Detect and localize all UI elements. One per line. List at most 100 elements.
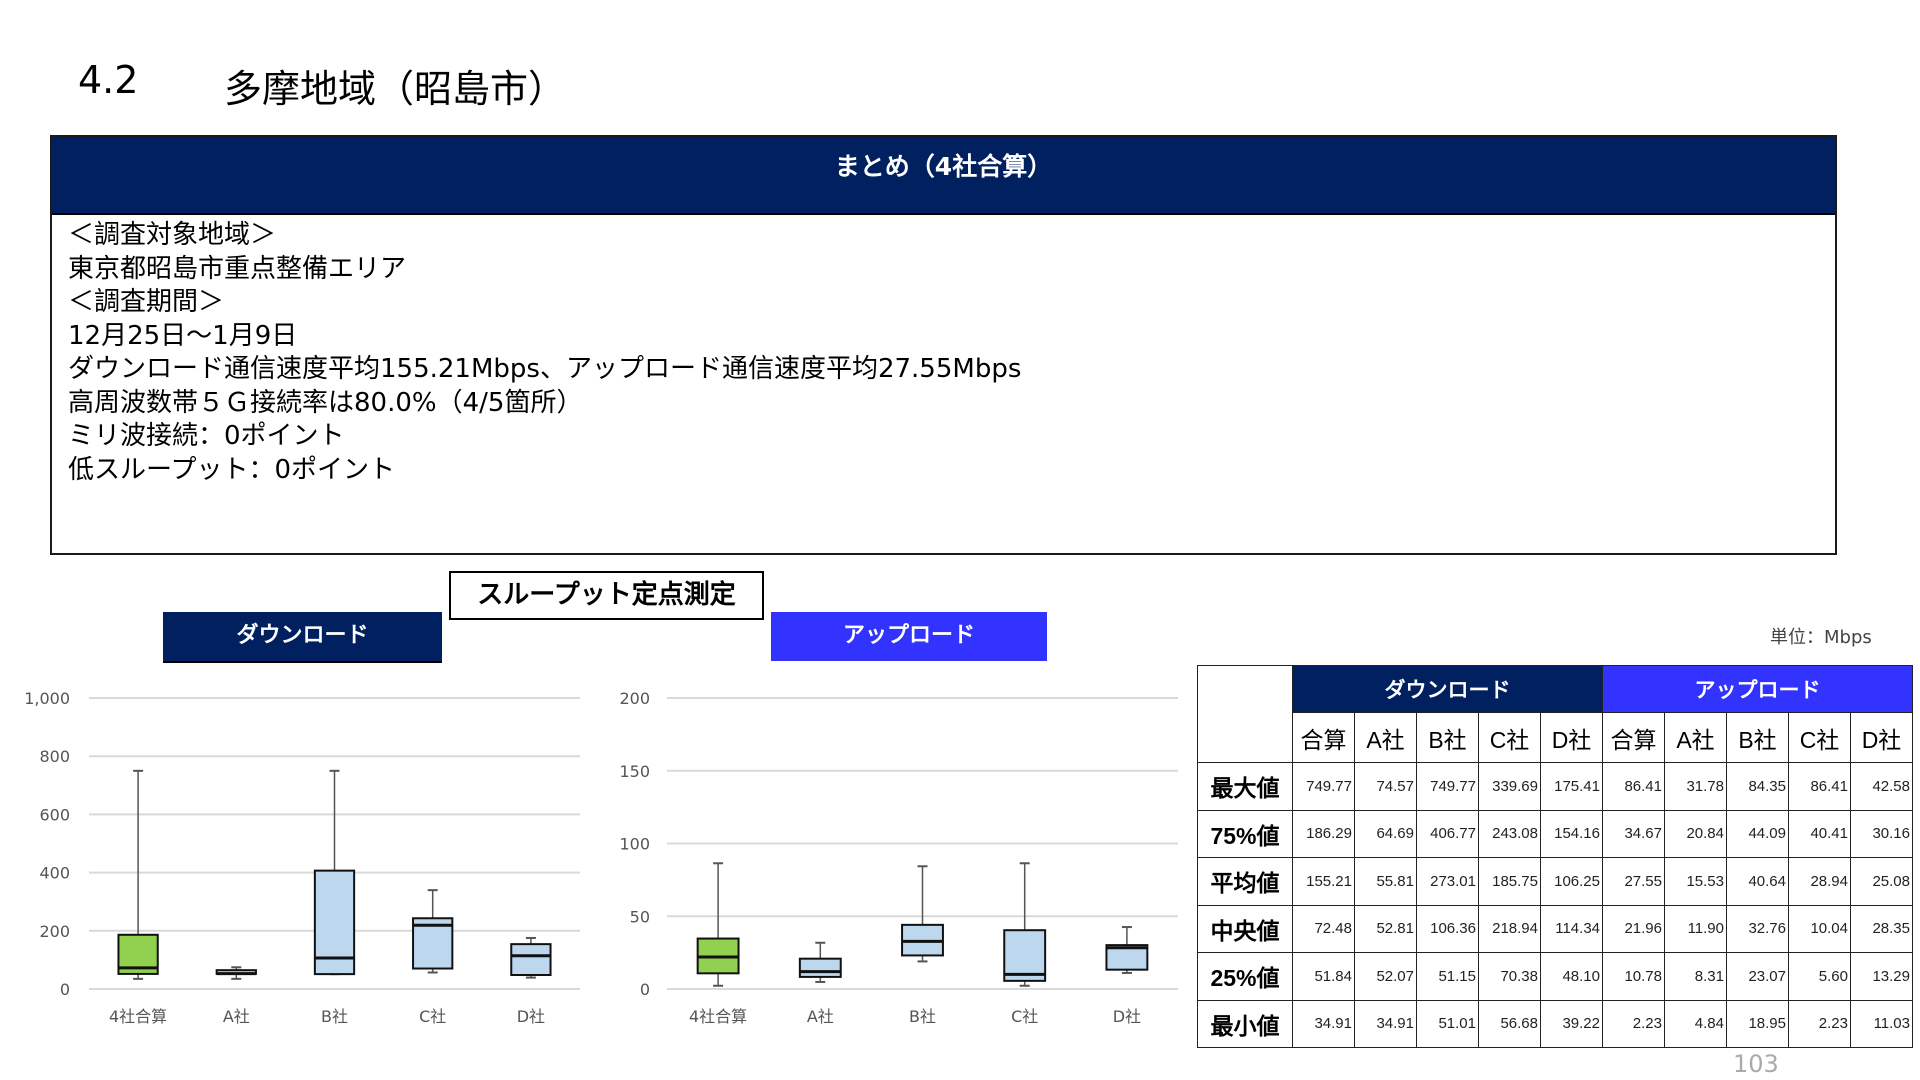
table-cell: 31.78 — [1664, 762, 1727, 811]
table-row-header: 最大値 — [1197, 762, 1293, 811]
summary-line: ＜調査対象地域＞ — [68, 220, 277, 250]
table-cell: 2.23 — [1602, 999, 1665, 1048]
table-column-header: D社 — [1850, 712, 1913, 763]
table-column-header: A社 — [1354, 712, 1417, 763]
table-cell: 4.84 — [1664, 999, 1727, 1048]
table-row: 25%値 51.84 52.07 51.15 70.38 48.10 10.78 8.31 23… — [1197, 952, 1913, 1001]
category-label: B社 — [909, 1007, 936, 1026]
table-row: 最小値 34.91 34.91 51.01 56.68 39.22 2.23 4.84 18.9… — [1197, 999, 1913, 1048]
table-cell: 406.77 — [1416, 809, 1479, 858]
table-cell: 15.53 — [1664, 857, 1727, 906]
download-chart-label: ダウンロード — [163, 612, 442, 663]
table-cell: 13.29 — [1850, 952, 1913, 1001]
y-tick-label: 0 — [60, 980, 70, 999]
table-column-header: B社 — [1726, 712, 1789, 763]
category-label: 4社合算 — [689, 1007, 747, 1026]
stats-table: ダウンロード アップロード 合算 A社 B社 C社 D社 合算 A社 B社 C社 D社 最大値 749.7… — [1197, 665, 1913, 1048]
table-cell: 51.01 — [1416, 999, 1479, 1048]
table-cell: 48.10 — [1540, 952, 1603, 1001]
table-column-header: 合算 — [1602, 712, 1665, 763]
y-tick-label: 0 — [640, 980, 650, 999]
table-cell: 11.03 — [1850, 999, 1913, 1048]
table-group-header: アップロード — [1602, 665, 1913, 713]
table-column-header: C社 — [1478, 712, 1541, 763]
table-row-header: 中央値 — [1197, 904, 1293, 953]
category-label: A社 — [807, 1007, 834, 1026]
upload-boxplot: 0 50 100 150 200 4社合算 A社 B社 C社 D社 — [619, 689, 1178, 1026]
y-tick-label: 400 — [39, 864, 70, 883]
table-cell: 5.60 — [1788, 952, 1851, 1001]
category-label: B社 — [321, 1007, 348, 1026]
table-cell: 51.15 — [1416, 952, 1479, 1001]
box — [798, 957, 842, 978]
table-cell: 30.16 — [1850, 809, 1913, 858]
table-cell: 74.57 — [1354, 762, 1417, 811]
table-cell: 86.41 — [1788, 762, 1851, 811]
table-row-header: 平均値 — [1197, 857, 1293, 906]
table-row: 最大値 749.77 74.57 749.77 339.69 175.41 86.41 31.… — [1197, 762, 1913, 811]
table-cell: 52.81 — [1354, 904, 1417, 953]
box — [1003, 929, 1047, 982]
table-cell: 28.94 — [1788, 857, 1851, 906]
table-cell: 84.35 — [1726, 762, 1789, 811]
y-tick-label: 600 — [39, 805, 70, 824]
table-cell: 55.81 — [1354, 857, 1417, 906]
summary-line: 低スループット：0ポイント — [68, 454, 395, 485]
table-cell: 106.36 — [1416, 904, 1479, 953]
y-tick-label: 50 — [630, 907, 650, 926]
table-cell: 44.09 — [1726, 809, 1789, 858]
table-cell: 25.08 — [1850, 857, 1913, 906]
table-row: 75%値 186.29 64.69 406.77 243.08 154.16 34.67 20… — [1197, 809, 1913, 858]
table-column-header: A社 — [1664, 712, 1727, 763]
summary-line: 高周波数帯５Ｇ接続率は80.0%（4/5箇所） — [68, 387, 583, 418]
table-group-header: ダウンロード — [1292, 665, 1603, 713]
table-row-header: 75%値 — [1197, 809, 1293, 858]
category-label: C社 — [1011, 1007, 1038, 1026]
table-cell: 10.78 — [1602, 952, 1665, 1001]
category-label: D社 — [517, 1007, 545, 1026]
table-cell: 114.34 — [1540, 904, 1603, 953]
table-cell: 27.55 — [1602, 857, 1665, 906]
table-cell: 72.48 — [1292, 904, 1355, 953]
y-tick-label: 200 — [619, 689, 650, 708]
table-column-header: D社 — [1540, 712, 1603, 763]
table-column-header: C社 — [1788, 712, 1851, 763]
table-cell: 749.77 — [1416, 762, 1479, 811]
page-title: 多摩地域（昭島市） — [224, 67, 567, 111]
table-column-header: 合算 — [1292, 712, 1355, 763]
table-cell: 218.94 — [1478, 904, 1541, 953]
table-cell: 749.77 — [1292, 762, 1355, 811]
table-cell: 40.41 — [1788, 809, 1851, 858]
y-tick-label: 1,000 — [24, 689, 70, 708]
table-cell: 32.76 — [1726, 904, 1789, 953]
table-row: 平均値 155.21 55.81 273.01 185.75 106.25 27.55 15.… — [1197, 857, 1913, 906]
summary-body: ＜調査対象地域＞ 東京都昭島市重点整備エリア ＜調査期間＞ 12月25日～1月9… — [68, 219, 1021, 487]
download-boxplot: 0 200 400 600 800 1,000 4社合算 A社 B社 C社 D社 — [24, 689, 580, 1026]
table-cell: 273.01 — [1416, 857, 1479, 906]
table-cell: 52.07 — [1354, 952, 1417, 1001]
table-row-header: 25%値 — [1197, 952, 1293, 1001]
table-cell: 42.58 — [1850, 762, 1913, 811]
summary-line: ミリ波接続：0ポイント — [68, 421, 345, 451]
table-cell: 28.35 — [1850, 904, 1913, 953]
table-cell: 40.64 — [1726, 857, 1789, 906]
unit-label: 単位：Mbps — [1770, 627, 1872, 648]
table-column-header: B社 — [1416, 712, 1479, 763]
table-cell: 34.91 — [1354, 999, 1417, 1048]
table-cell: 20.84 — [1664, 809, 1727, 858]
table-cell: 154.16 — [1540, 809, 1603, 858]
table-cell: 39.22 — [1540, 999, 1603, 1048]
table-corner — [1197, 665, 1293, 763]
y-tick-label: 100 — [619, 835, 650, 854]
table-cell: 34.67 — [1602, 809, 1665, 858]
summary-line: ダウンロード通信速度平均155.21Mbps、アップロード通信速度平均27.55… — [68, 354, 1022, 384]
table-cell: 106.25 — [1540, 857, 1603, 906]
category-label: 4社合算 — [109, 1007, 167, 1026]
table-row-header: 最小値 — [1197, 999, 1293, 1048]
section-label: スループット定点測定 — [449, 571, 764, 620]
table-cell: 339.69 — [1478, 762, 1541, 811]
table-cell: 70.38 — [1478, 952, 1541, 1001]
table-cell: 64.69 — [1354, 809, 1417, 858]
y-tick-label: 150 — [619, 762, 650, 781]
table-cell: 2.23 — [1788, 999, 1851, 1048]
